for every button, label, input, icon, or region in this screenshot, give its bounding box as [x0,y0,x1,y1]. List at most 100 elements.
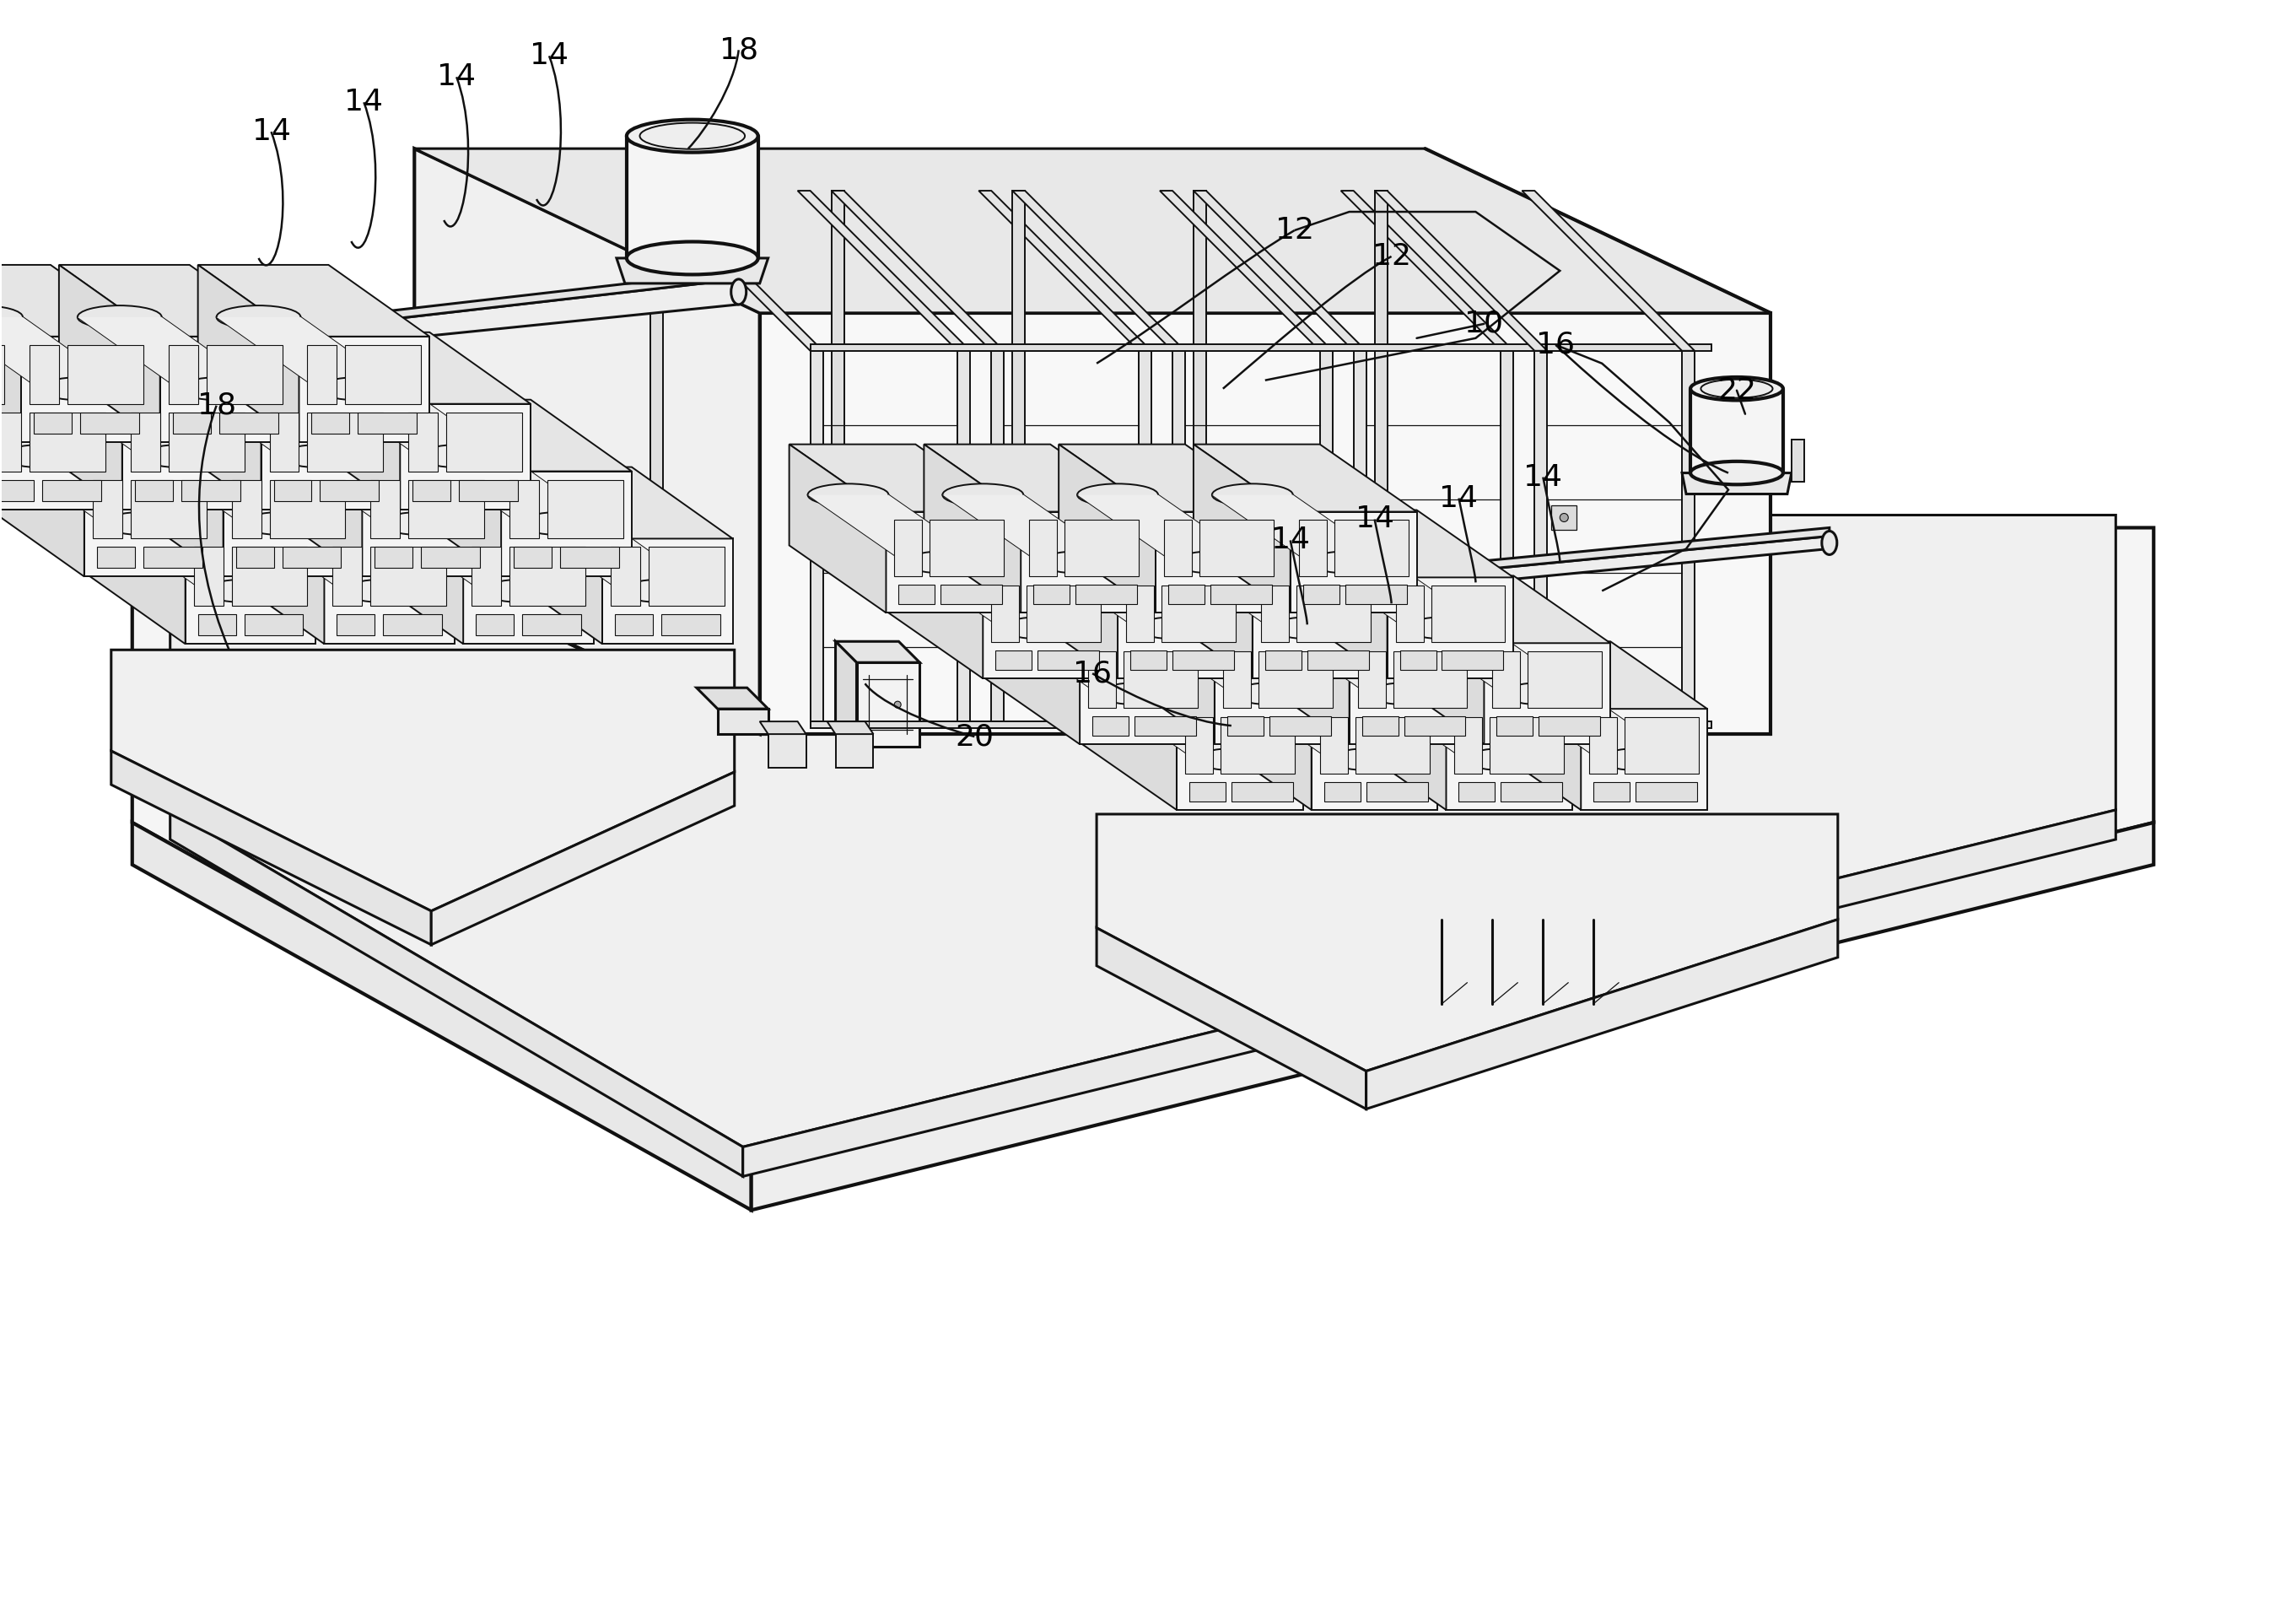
Polygon shape [0,332,115,404]
Ellipse shape [1137,616,1217,638]
Polygon shape [1093,717,1130,736]
Ellipse shape [78,306,161,329]
Polygon shape [1134,717,1196,736]
Polygon shape [501,466,732,539]
Polygon shape [618,258,769,284]
Polygon shape [168,345,197,404]
Polygon shape [836,641,856,747]
Polygon shape [34,412,71,433]
Polygon shape [627,136,758,258]
Polygon shape [1013,191,1185,351]
Polygon shape [308,412,383,471]
Polygon shape [383,614,443,635]
Ellipse shape [1329,749,1410,771]
Ellipse shape [418,444,503,468]
Polygon shape [418,452,604,524]
Polygon shape [1022,511,1148,612]
Polygon shape [262,399,363,577]
Polygon shape [611,547,641,606]
Polygon shape [400,399,631,471]
Polygon shape [1446,709,1573,810]
Ellipse shape [730,279,746,305]
Polygon shape [1097,928,1366,1109]
Polygon shape [650,191,664,561]
Polygon shape [298,337,429,442]
Circle shape [836,513,845,523]
Text: 16: 16 [1536,330,1575,359]
Ellipse shape [1233,683,1313,705]
Polygon shape [519,519,705,592]
Polygon shape [140,452,326,524]
Polygon shape [1215,643,1341,744]
Polygon shape [1320,351,1332,721]
Polygon shape [0,399,85,577]
Polygon shape [324,539,455,644]
Polygon shape [1325,782,1359,802]
Polygon shape [21,332,253,404]
Polygon shape [546,479,622,539]
Polygon shape [1258,651,1332,709]
Polygon shape [1176,709,1302,810]
Ellipse shape [216,306,301,329]
Ellipse shape [1040,551,1120,574]
Ellipse shape [620,579,705,603]
Polygon shape [400,404,530,510]
Polygon shape [760,721,806,734]
Polygon shape [115,279,739,367]
Polygon shape [1199,519,1274,577]
Polygon shape [744,810,2115,1177]
Ellipse shape [1196,749,1277,771]
Circle shape [505,420,576,492]
Polygon shape [941,585,1003,604]
Polygon shape [319,479,379,500]
Polygon shape [1483,643,1609,744]
Polygon shape [363,466,464,644]
Polygon shape [1345,585,1407,604]
Ellipse shape [1502,681,1584,704]
Circle shape [1559,513,1568,523]
Polygon shape [1162,585,1235,643]
Polygon shape [1589,717,1616,774]
Polygon shape [0,479,34,500]
Polygon shape [1215,641,1311,810]
Ellipse shape [519,508,604,531]
Ellipse shape [1701,380,1773,398]
Ellipse shape [1097,681,1180,704]
Polygon shape [168,412,243,471]
Polygon shape [409,479,484,539]
Ellipse shape [1309,551,1389,574]
Polygon shape [0,264,11,337]
Polygon shape [475,614,514,635]
Polygon shape [1309,561,1486,628]
Polygon shape [1185,717,1212,774]
Circle shape [1199,513,1205,523]
Polygon shape [983,577,1109,678]
Polygon shape [420,547,480,567]
Polygon shape [1290,511,1417,612]
Ellipse shape [1137,617,1217,640]
Polygon shape [957,351,971,721]
Polygon shape [236,547,273,567]
Text: 22: 22 [1717,377,1756,404]
Polygon shape [1297,585,1371,643]
Polygon shape [602,539,732,644]
Polygon shape [647,547,723,606]
Polygon shape [810,345,1711,351]
Polygon shape [905,561,1081,628]
Polygon shape [1194,444,1417,511]
Polygon shape [1362,717,1398,736]
Polygon shape [1635,782,1697,802]
Polygon shape [115,271,739,351]
Polygon shape [1690,388,1784,473]
Polygon shape [269,479,344,539]
Text: 14: 14 [530,42,569,71]
Polygon shape [941,495,1120,563]
Polygon shape [886,510,1109,577]
Polygon shape [1212,495,1389,563]
Polygon shape [1159,191,1332,351]
Polygon shape [0,264,21,442]
Polygon shape [1502,782,1561,802]
Polygon shape [1405,627,1584,694]
Polygon shape [464,539,595,644]
Ellipse shape [627,242,758,274]
